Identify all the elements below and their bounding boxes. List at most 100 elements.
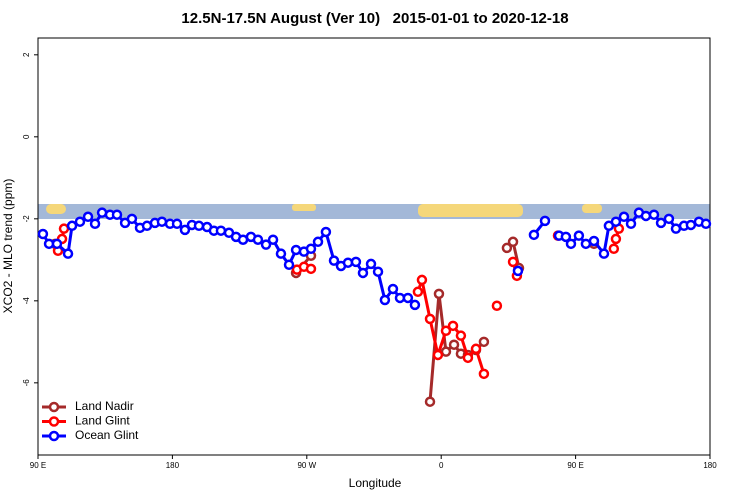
y-tick-label: -2 bbox=[22, 215, 31, 223]
point bbox=[424, 396, 436, 407]
point bbox=[448, 339, 460, 350]
legend-marker bbox=[48, 430, 60, 442]
land-band bbox=[46, 204, 66, 214]
land-band bbox=[292, 204, 316, 211]
point bbox=[305, 243, 317, 255]
point bbox=[320, 226, 332, 238]
point bbox=[560, 231, 572, 243]
point bbox=[416, 274, 428, 286]
point bbox=[470, 343, 482, 355]
map-strip bbox=[38, 204, 710, 219]
point bbox=[37, 228, 49, 240]
point bbox=[66, 220, 78, 232]
point bbox=[412, 286, 424, 298]
point bbox=[215, 225, 227, 236]
legend-marker bbox=[48, 416, 60, 427]
point bbox=[700, 218, 712, 229]
x-tick-label: 90 E bbox=[567, 461, 583, 470]
series-line bbox=[56, 228, 621, 375]
point bbox=[58, 223, 70, 234]
x-axis-label: Longitude bbox=[349, 476, 402, 490]
point bbox=[462, 352, 474, 364]
point bbox=[126, 213, 138, 225]
point bbox=[573, 230, 585, 241]
point bbox=[685, 219, 697, 231]
point bbox=[328, 255, 340, 266]
point bbox=[640, 210, 652, 222]
point bbox=[312, 236, 324, 248]
point bbox=[365, 258, 377, 270]
point bbox=[608, 243, 620, 255]
x-tick-label: 90 E bbox=[30, 461, 46, 470]
point bbox=[478, 336, 490, 348]
point bbox=[440, 325, 452, 337]
x-tick-label: 180 bbox=[703, 461, 717, 470]
plot-frame bbox=[37, 37, 711, 456]
point bbox=[156, 216, 168, 227]
point bbox=[618, 211, 630, 223]
land-band bbox=[582, 204, 602, 213]
x-tick-label: 180 bbox=[166, 461, 180, 470]
legend-label: Ocean Glint bbox=[75, 428, 139, 442]
point bbox=[663, 213, 675, 225]
point bbox=[387, 283, 399, 295]
point bbox=[598, 248, 610, 259]
point bbox=[447, 320, 459, 332]
point bbox=[260, 239, 272, 250]
point bbox=[350, 256, 362, 268]
point bbox=[432, 349, 444, 361]
chart-title: 12.5N-17.5N August (Ver 10) 2015-01-01 t… bbox=[181, 10, 568, 27]
point bbox=[74, 216, 86, 227]
point bbox=[588, 235, 600, 247]
legend-label: Land Nadir bbox=[75, 399, 134, 413]
point bbox=[539, 215, 551, 227]
y-tick-label: 0 bbox=[22, 134, 31, 139]
point bbox=[111, 209, 123, 220]
point bbox=[610, 216, 622, 227]
point bbox=[62, 248, 74, 259]
point bbox=[305, 263, 317, 275]
point bbox=[179, 224, 191, 236]
point bbox=[580, 238, 592, 250]
point bbox=[625, 218, 637, 229]
point bbox=[478, 368, 490, 380]
point bbox=[440, 346, 452, 357]
x-tick-label: 90 W bbox=[297, 461, 316, 470]
y-axis-label: XCO2 - MLO trend (ppm) bbox=[1, 179, 15, 314]
point bbox=[89, 218, 101, 229]
point bbox=[501, 242, 513, 254]
point bbox=[379, 294, 391, 306]
point bbox=[655, 217, 667, 229]
y-tick-label: -4 bbox=[22, 297, 31, 305]
land-band bbox=[418, 204, 523, 217]
point bbox=[512, 265, 524, 277]
point bbox=[507, 256, 519, 268]
point bbox=[433, 288, 445, 300]
point bbox=[491, 300, 503, 311]
point bbox=[252, 234, 264, 245]
point bbox=[267, 234, 279, 245]
point bbox=[283, 259, 295, 270]
x-tick-label: 0 bbox=[439, 461, 444, 470]
point bbox=[565, 238, 577, 250]
point bbox=[82, 211, 94, 223]
ocean-band bbox=[38, 204, 710, 219]
point bbox=[507, 236, 519, 248]
point bbox=[424, 313, 436, 325]
point bbox=[402, 292, 414, 304]
point bbox=[610, 233, 622, 245]
point bbox=[357, 267, 369, 279]
point bbox=[372, 266, 384, 277]
legend-label: Land Glint bbox=[75, 414, 130, 428]
y-tick-label: -6 bbox=[22, 379, 31, 387]
y-tick-label: 2 bbox=[22, 52, 31, 57]
point bbox=[171, 218, 183, 229]
point bbox=[51, 238, 63, 250]
point bbox=[193, 220, 205, 232]
point bbox=[409, 299, 421, 311]
point bbox=[275, 248, 287, 259]
point bbox=[528, 229, 540, 241]
point bbox=[455, 330, 467, 341]
point bbox=[670, 223, 682, 234]
